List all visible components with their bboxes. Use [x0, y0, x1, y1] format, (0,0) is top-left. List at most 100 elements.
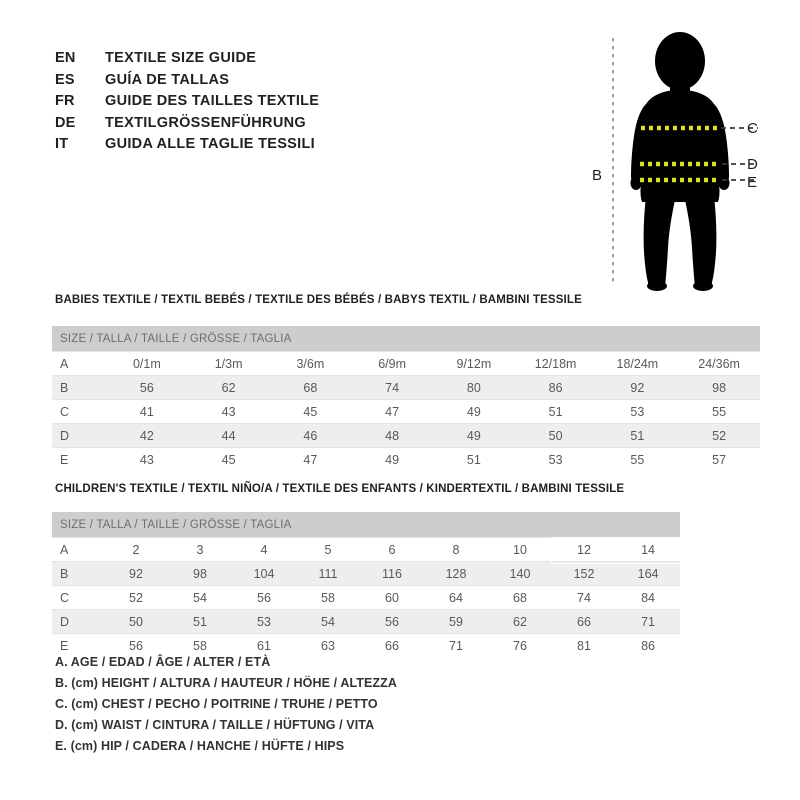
table-cell: 61 — [232, 633, 296, 657]
table-cell: 55 — [596, 447, 679, 471]
legend-row: A. AGE / EDAD / ÂGE / ALTER / ETÀ — [55, 655, 271, 669]
legend-row: E. (cm) HIP / CADERA / HANCHE / HÜFTE / … — [55, 739, 345, 753]
waist-label: D — [747, 156, 758, 173]
table-cell: 80 — [433, 375, 515, 400]
table-cell: 71 — [424, 633, 488, 657]
table-cell: 64 — [424, 585, 488, 610]
table-cell: 86 — [514, 375, 597, 400]
table-cell: 49 — [433, 399, 515, 424]
table-cell: 55 — [678, 399, 761, 424]
table-cell: 4 — [232, 537, 296, 562]
table-cell: 45 — [187, 447, 270, 471]
row-key-cell: D — [52, 423, 106, 448]
row-key-cell: A — [52, 351, 106, 376]
table-row: D 42 44 46 48 49 50 51 52 — [52, 423, 761, 448]
table-row: E 43 45 47 49 51 53 55 57 — [52, 447, 761, 471]
language-title: GUIDA ALLE TAGLIE TESSILI — [105, 136, 315, 152]
table-row: A 0/1m 1/3m 3/6m 6/9m 9/12m 12/18m 18/24m 24/36m — [52, 351, 761, 376]
language-title-block: EN TEXTILE SIZE GUIDE ES GUÍA DE TALLAS FR GU… — [55, 50, 475, 158]
table-cell: 49 — [433, 423, 515, 448]
hip-label: E — [747, 174, 758, 191]
table-cell: 51 — [596, 423, 679, 448]
row-key-cell: A — [52, 537, 104, 562]
table-row: E 56 58 61 63 66 71 76 81 86 — [52, 633, 681, 657]
table-cell: 3 — [168, 537, 232, 562]
table-cell: 48 — [351, 423, 433, 448]
table-cell: 6 — [360, 537, 424, 562]
table-cell: 140 — [488, 561, 552, 586]
row-key-cell: C — [52, 585, 104, 610]
table-row: C 52 54 56 58 60 64 68 74 84 — [52, 585, 681, 610]
table-cell: 42 — [106, 423, 188, 448]
table-cell: 58 — [168, 633, 232, 657]
row-key-cell: C — [52, 399, 106, 424]
table-cell: 59 — [424, 609, 488, 634]
table-cell: 9/12m — [433, 351, 515, 376]
table-cell: 14 — [616, 537, 681, 562]
table-cell: 66 — [360, 633, 424, 657]
table-cell: 54 — [296, 609, 360, 634]
table-cell: 56 — [106, 375, 188, 400]
table-cell: 50 — [104, 609, 168, 634]
language-title: GUIDE DES TAILLES TEXTILE — [105, 93, 320, 109]
row-key-cell: B — [52, 375, 106, 400]
table-cell: 58 — [296, 585, 360, 610]
table-cell: 44 — [187, 423, 270, 448]
table-cell: 98 — [168, 561, 232, 586]
table-cell: 49 — [351, 447, 433, 471]
row-key-cell: D — [52, 609, 104, 634]
table-cell: 152 — [552, 561, 616, 586]
table-cell: 41 — [106, 399, 188, 424]
table-cell: 116 — [360, 561, 424, 586]
table-cell: 76 — [488, 633, 552, 657]
language-row: ES GUÍA DE TALLAS — [55, 72, 475, 94]
babies-size-table: SIZE / TALLA / TAILLE / GRÖSSE / TAGLIA … — [52, 326, 761, 471]
language-title: TEXTILE SIZE GUIDE — [105, 50, 257, 66]
table-cell: 62 — [187, 375, 270, 400]
table-cell: 74 — [552, 585, 616, 610]
table-cell: 68 — [269, 375, 352, 400]
body-measurement-diagram: B C D E — [580, 28, 790, 298]
table-row: B 56 62 68 74 80 86 92 98 — [52, 375, 761, 400]
table-cell: 52 — [104, 585, 168, 610]
table-row: D 50 51 53 54 56 59 62 66 71 — [52, 609, 681, 634]
child-silhouette-icon — [612, 32, 758, 291]
table-cell: 92 — [596, 375, 679, 400]
chest-label: C — [747, 120, 758, 137]
table-cell: 53 — [596, 399, 679, 424]
table-cell: 60 — [360, 585, 424, 610]
language-code: DE — [55, 114, 76, 131]
table-cell: 47 — [351, 399, 433, 424]
table-cell: 164 — [616, 561, 681, 586]
table-cell: 50 — [514, 423, 597, 448]
table-cell: 0/1m — [106, 351, 188, 376]
table-cell: 51 — [433, 447, 515, 471]
row-key-cell: E — [52, 447, 106, 471]
height-label: B — [592, 167, 603, 184]
table-cell: 63 — [296, 633, 360, 657]
table-cell: 81 — [552, 633, 616, 657]
table-cell: 86 — [616, 633, 681, 657]
table-cell: 24/36m — [678, 351, 761, 376]
table-cell: 8 — [424, 537, 488, 562]
table-row: A 2 3 4 5 6 8 10 12 14 — [52, 537, 681, 562]
language-row: EN TEXTILE SIZE GUIDE — [55, 50, 475, 72]
table-cell: 1/3m — [187, 351, 270, 376]
row-key-cell: B — [52, 561, 104, 586]
table-cell: 56 — [360, 609, 424, 634]
table-cell: 66 — [552, 609, 616, 634]
table-cell: 2 — [104, 537, 168, 562]
table-row: B 92 98 104 111 116 128 140 152 164 — [52, 561, 681, 586]
table-cell: 43 — [106, 447, 188, 471]
silhouette-shape — [630, 32, 730, 291]
table-cell: 10 — [488, 537, 552, 562]
legend-row: C. (cm) CHEST / PECHO / POITRINE / TRUHE… — [55, 697, 378, 711]
table-cell: 53 — [514, 447, 597, 471]
table-cell: 43 — [187, 399, 270, 424]
table-cell: 54 — [168, 585, 232, 610]
language-row: FR GUIDE DES TAILLES TEXTILE — [55, 93, 475, 115]
table-cell: 84 — [616, 585, 681, 610]
language-row: DE TEXTILGRÖSSENFÜHRUNG — [55, 115, 475, 137]
legend-row: B. (cm) HEIGHT / ALTURA / HAUTEUR / HÖHE… — [55, 676, 398, 690]
table-cell: 51 — [514, 399, 597, 424]
